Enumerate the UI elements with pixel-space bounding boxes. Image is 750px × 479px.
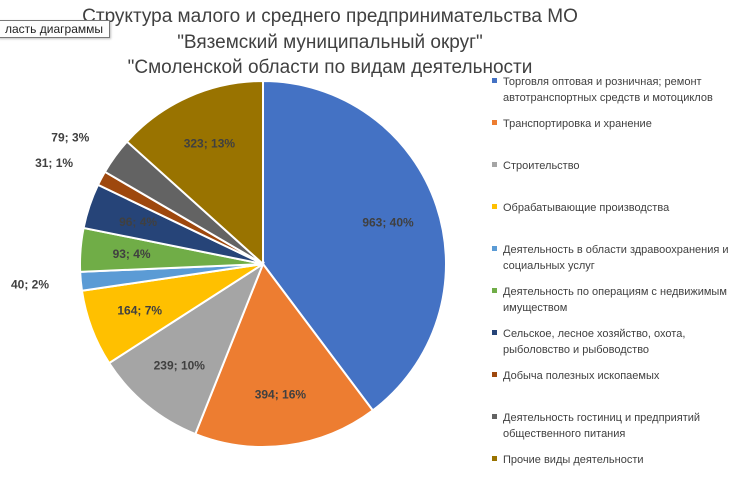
pie-data-label: 96; 4%: [119, 215, 157, 229]
legend-swatch: [492, 204, 497, 209]
legend-label: Строительство: [503, 160, 580, 172]
pie-data-label: 239; 10%: [154, 359, 206, 373]
legend-swatch: [492, 78, 497, 83]
pie-data-label: 79; 3%: [51, 130, 89, 144]
legend-swatch: [492, 288, 497, 293]
chart-title-line-3: "Смоленской области по видам деятельност…: [127, 57, 533, 78]
pie-data-label: 40; 2%: [11, 277, 49, 291]
legend-swatch: [492, 246, 497, 251]
chart-title-line-2: "Вяземский муниципальный округ": [177, 32, 483, 53]
pie-data-label: 394; 16%: [255, 388, 307, 402]
legend-label: Транспортировка и хранение: [503, 118, 652, 130]
legend-label: Сельское, лесное хозяйство, охота, рыбол…: [503, 328, 686, 356]
legend-swatch: [492, 330, 497, 335]
legend-swatch: [492, 120, 497, 125]
legend-label: Деятельность в области здравоохранения и…: [503, 244, 729, 272]
legend-label: Обрабатывающие производства: [503, 202, 670, 214]
legend-label: Деятельность гостиниц и предприятий обще…: [503, 412, 701, 440]
pie-slice[interactable]: [125, 79, 264, 267]
pie-slice[interactable]: [262, 79, 447, 412]
legend-swatch: [492, 162, 497, 167]
pie-data-label: 963; 40%: [362, 215, 414, 229]
legend-label: Прочие виды деятельности: [503, 454, 644, 466]
pie-data-label: 31; 1%: [35, 156, 73, 170]
pie-slice[interactable]: [194, 261, 375, 448]
chart-title-line-1: Структура малого и среднего предпринимат…: [82, 6, 578, 27]
legend-label: Деятельность по операциям с недвижимым и…: [503, 286, 727, 314]
legend-swatch: [492, 414, 497, 419]
legend-label: Добыча полезных ископаемых: [503, 370, 660, 382]
legend-label: Торговля оптовая и розничная; ремонт авт…: [503, 76, 713, 104]
legend-swatch: [492, 456, 497, 461]
pie-data-label: 164; 7%: [117, 303, 162, 317]
pie-data-label: 93; 4%: [113, 247, 151, 261]
chart-area-tooltip: ласть диаграммы: [0, 20, 110, 38]
pie-data-label: 323; 13%: [184, 137, 236, 151]
legend-swatch: [492, 372, 497, 377]
pie-slice[interactable]: [107, 261, 266, 436]
